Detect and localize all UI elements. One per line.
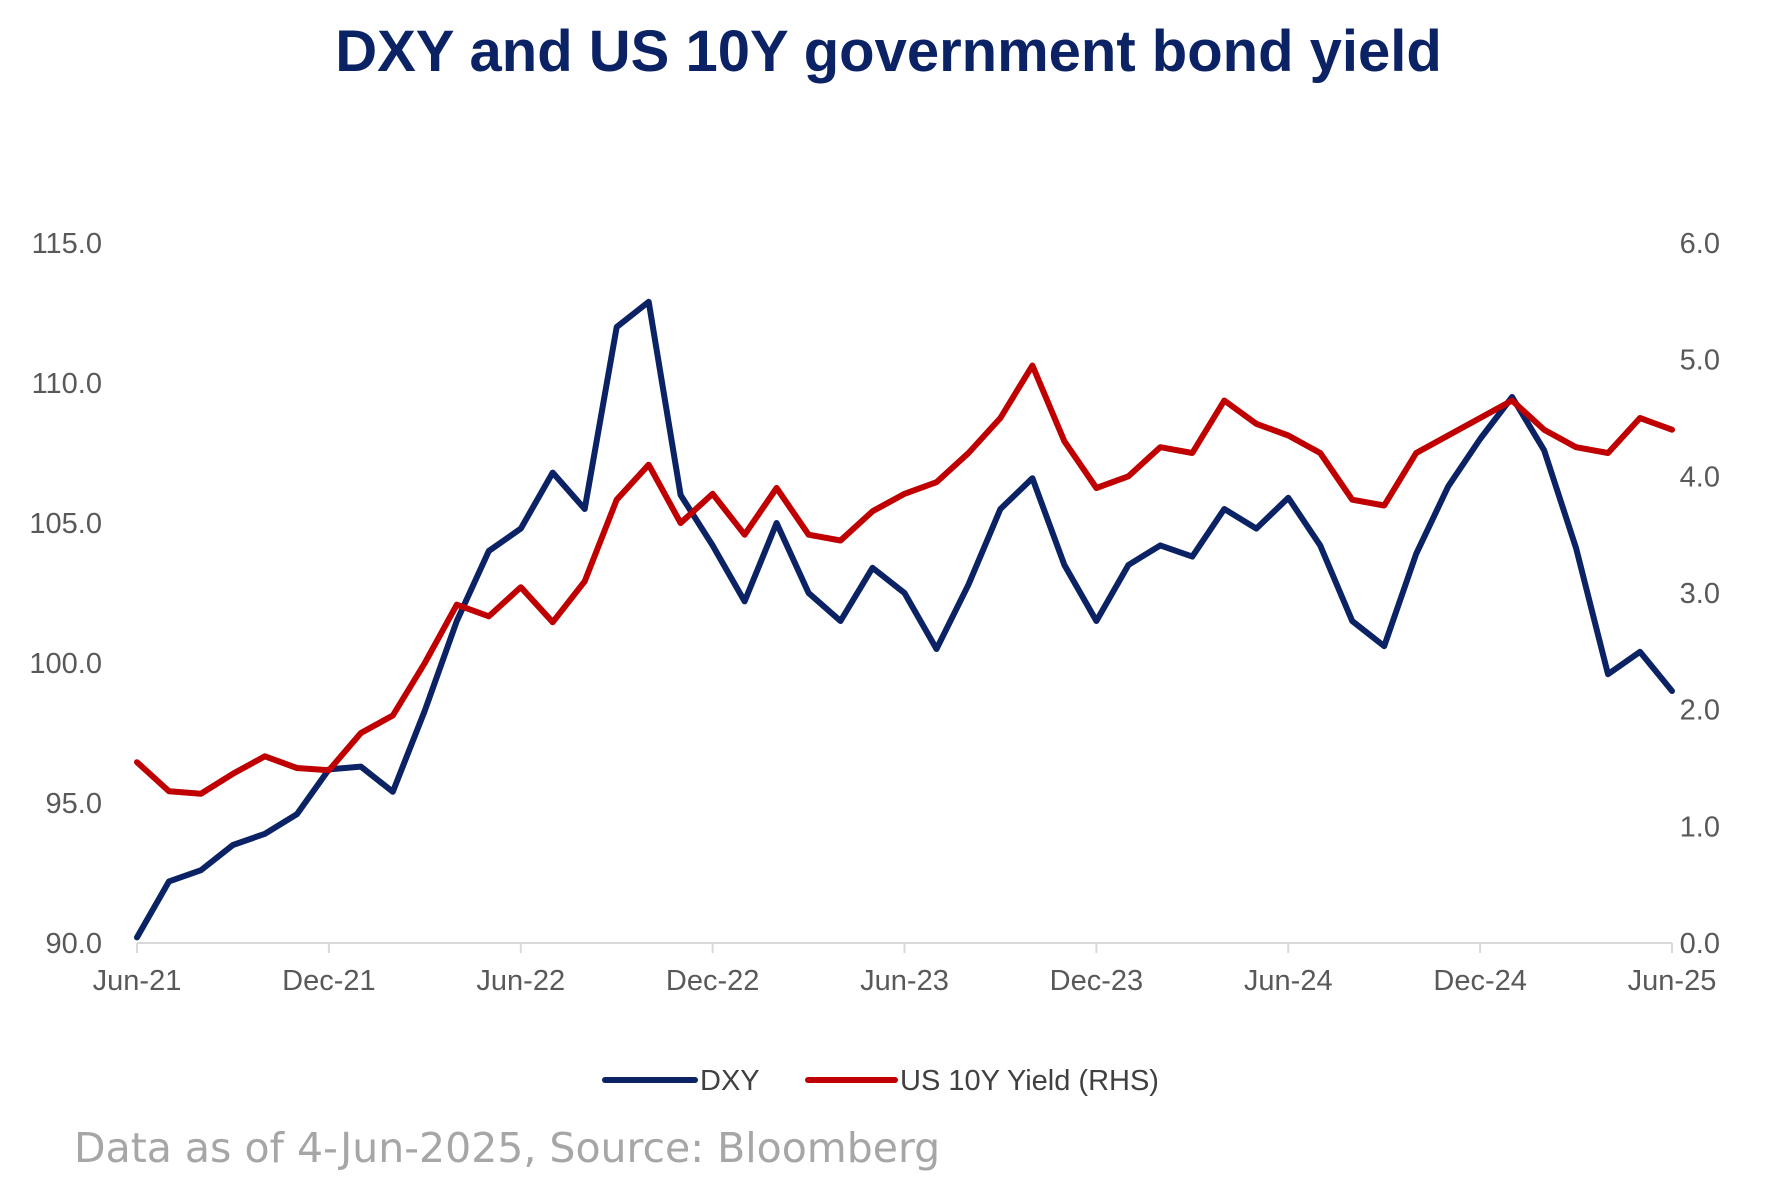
x-tick-label: Jun-21 <box>93 965 182 997</box>
y-right-tick-label: 4.0 <box>1680 461 1720 493</box>
y-right-tick-label: 2.0 <box>1680 695 1720 727</box>
series-line-dxy <box>134 298 1675 941</box>
y-right-tick-label: 1.0 <box>1680 811 1720 843</box>
x-tick-label: Jun-23 <box>860 965 949 997</box>
x-tick-label: Dec-22 <box>666 965 760 997</box>
y-left-tick-label: 100.0 <box>29 648 102 680</box>
chart-title: DXY and US 10Y government bond yield <box>335 19 1442 84</box>
y-left-tick-label: 105.0 <box>29 508 102 540</box>
x-tick-label: Dec-24 <box>1433 965 1527 997</box>
x-tick-label: Dec-23 <box>1050 965 1144 997</box>
axes: Jun-21 Dec-21 Jun-22 Dec-22 Jun-23 Dec-23 Jun-… <box>29 228 1720 997</box>
y-left-tick-label: 95.0 <box>46 788 102 820</box>
legend-label: DXY <box>700 1065 760 1097</box>
x-tick-label: Dec-21 <box>282 965 376 997</box>
y-right-tick-label: 5.0 <box>1680 345 1720 377</box>
x-tick-label: Jun-25 <box>1628 965 1717 997</box>
legend: DXY US 10Y Yield (RHS) <box>602 1065 1159 1097</box>
x-tick-label: Jun-22 <box>476 965 565 997</box>
y-right-tick-label: 6.0 <box>1680 228 1720 260</box>
y-left-tick-label: 110.0 <box>32 368 102 400</box>
series-line-us10y <box>134 362 1675 797</box>
x-tick-label: Jun-24 <box>1244 965 1333 997</box>
y-right-tick-label: 3.0 <box>1680 578 1720 610</box>
legend-label: US 10Y Yield (RHS) <box>900 1065 1159 1097</box>
series-layer <box>134 298 1675 941</box>
y-right-tick-label: 0.0 <box>1680 928 1720 960</box>
y-left-tick-label: 90.0 <box>46 928 102 960</box>
source-note: Data as of 4-Jun-2025, Source: Bloomberg <box>74 1124 941 1172</box>
y-left-tick-label: 115.0 <box>32 228 102 260</box>
